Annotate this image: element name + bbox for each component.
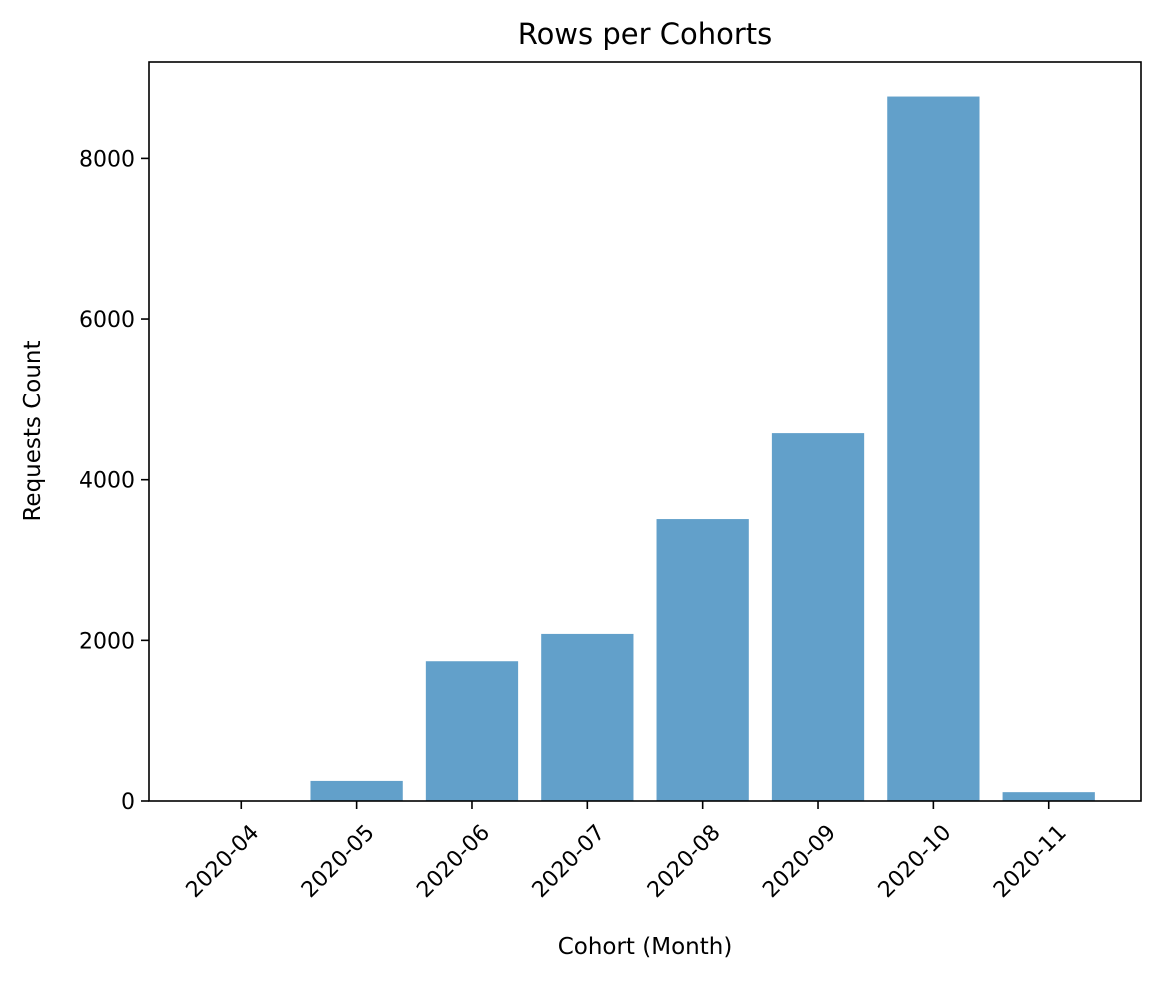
x-tick-label: 2020-06 (412, 820, 495, 903)
y-tick-label: 2000 (79, 629, 135, 654)
x-tick-label: 2020-04 (182, 820, 265, 903)
y-tick-label: 4000 (79, 469, 135, 494)
x-tick-label: 2020-11 (989, 820, 1072, 903)
y-tick-label: 6000 (79, 308, 135, 333)
plot-frame (149, 62, 1141, 801)
y-tick-label: 8000 (79, 147, 135, 172)
y-axis-label: Requests Count (20, 340, 46, 521)
x-axis-label: Cohort (Month) (558, 934, 733, 960)
bar-2020-08 (657, 519, 749, 801)
bar-2020-05 (310, 781, 402, 801)
x-tick-label: 2020-10 (874, 820, 957, 903)
x-tick-label: 2020-09 (758, 820, 841, 903)
x-tick-label: 2020-07 (528, 820, 611, 903)
bar-2020-09 (772, 433, 864, 801)
x-tick-label: 2020-08 (643, 820, 726, 903)
y-axis-ticks: 0 2000 4000 6000 8000 (79, 147, 149, 815)
chart-title: Rows per Cohorts (518, 17, 773, 51)
y-tick-label: 0 (121, 790, 135, 815)
x-tick-label: 2020-05 (297, 820, 380, 903)
bar-2020-06 (426, 661, 518, 801)
bar-2020-11 (1003, 792, 1095, 801)
bar-2020-07 (541, 634, 633, 801)
x-axis-ticks: 2020-04 2020-05 2020-06 2020-07 2020-08 2020-… (182, 801, 1072, 903)
bar-2020-10 (887, 97, 979, 801)
bars-group (195, 97, 1095, 801)
